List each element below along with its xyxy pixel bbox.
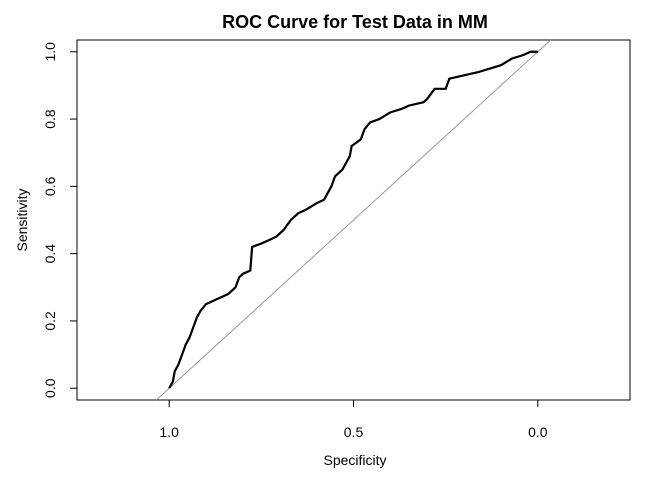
y-axis-label: Sensitivity [14,188,30,251]
y-tick-label: 0.2 [42,311,58,331]
x-axis: 1.0 0.5 0.0 [159,400,548,440]
x-tick-label: 0.5 [344,424,364,440]
y-tick-label: 0.8 [42,109,58,129]
y-tick-label: 1.0 [42,42,58,62]
y-axis: 0.0 0.2 0.4 0.6 0.8 1.0 [42,42,77,398]
y-tick-label: 0.4 [42,244,58,264]
chart-title: ROC Curve for Test Data in MM [222,12,488,32]
reference-diagonal [155,39,552,401]
roc-curve-line [168,50,538,389]
x-tick-label: 0.0 [528,424,548,440]
y-tick-label: 0.0 [42,378,58,398]
x-axis-label: Specificity [323,452,386,468]
y-tick-label: 0.6 [42,176,58,196]
x-tick-label: 1.0 [159,424,179,440]
